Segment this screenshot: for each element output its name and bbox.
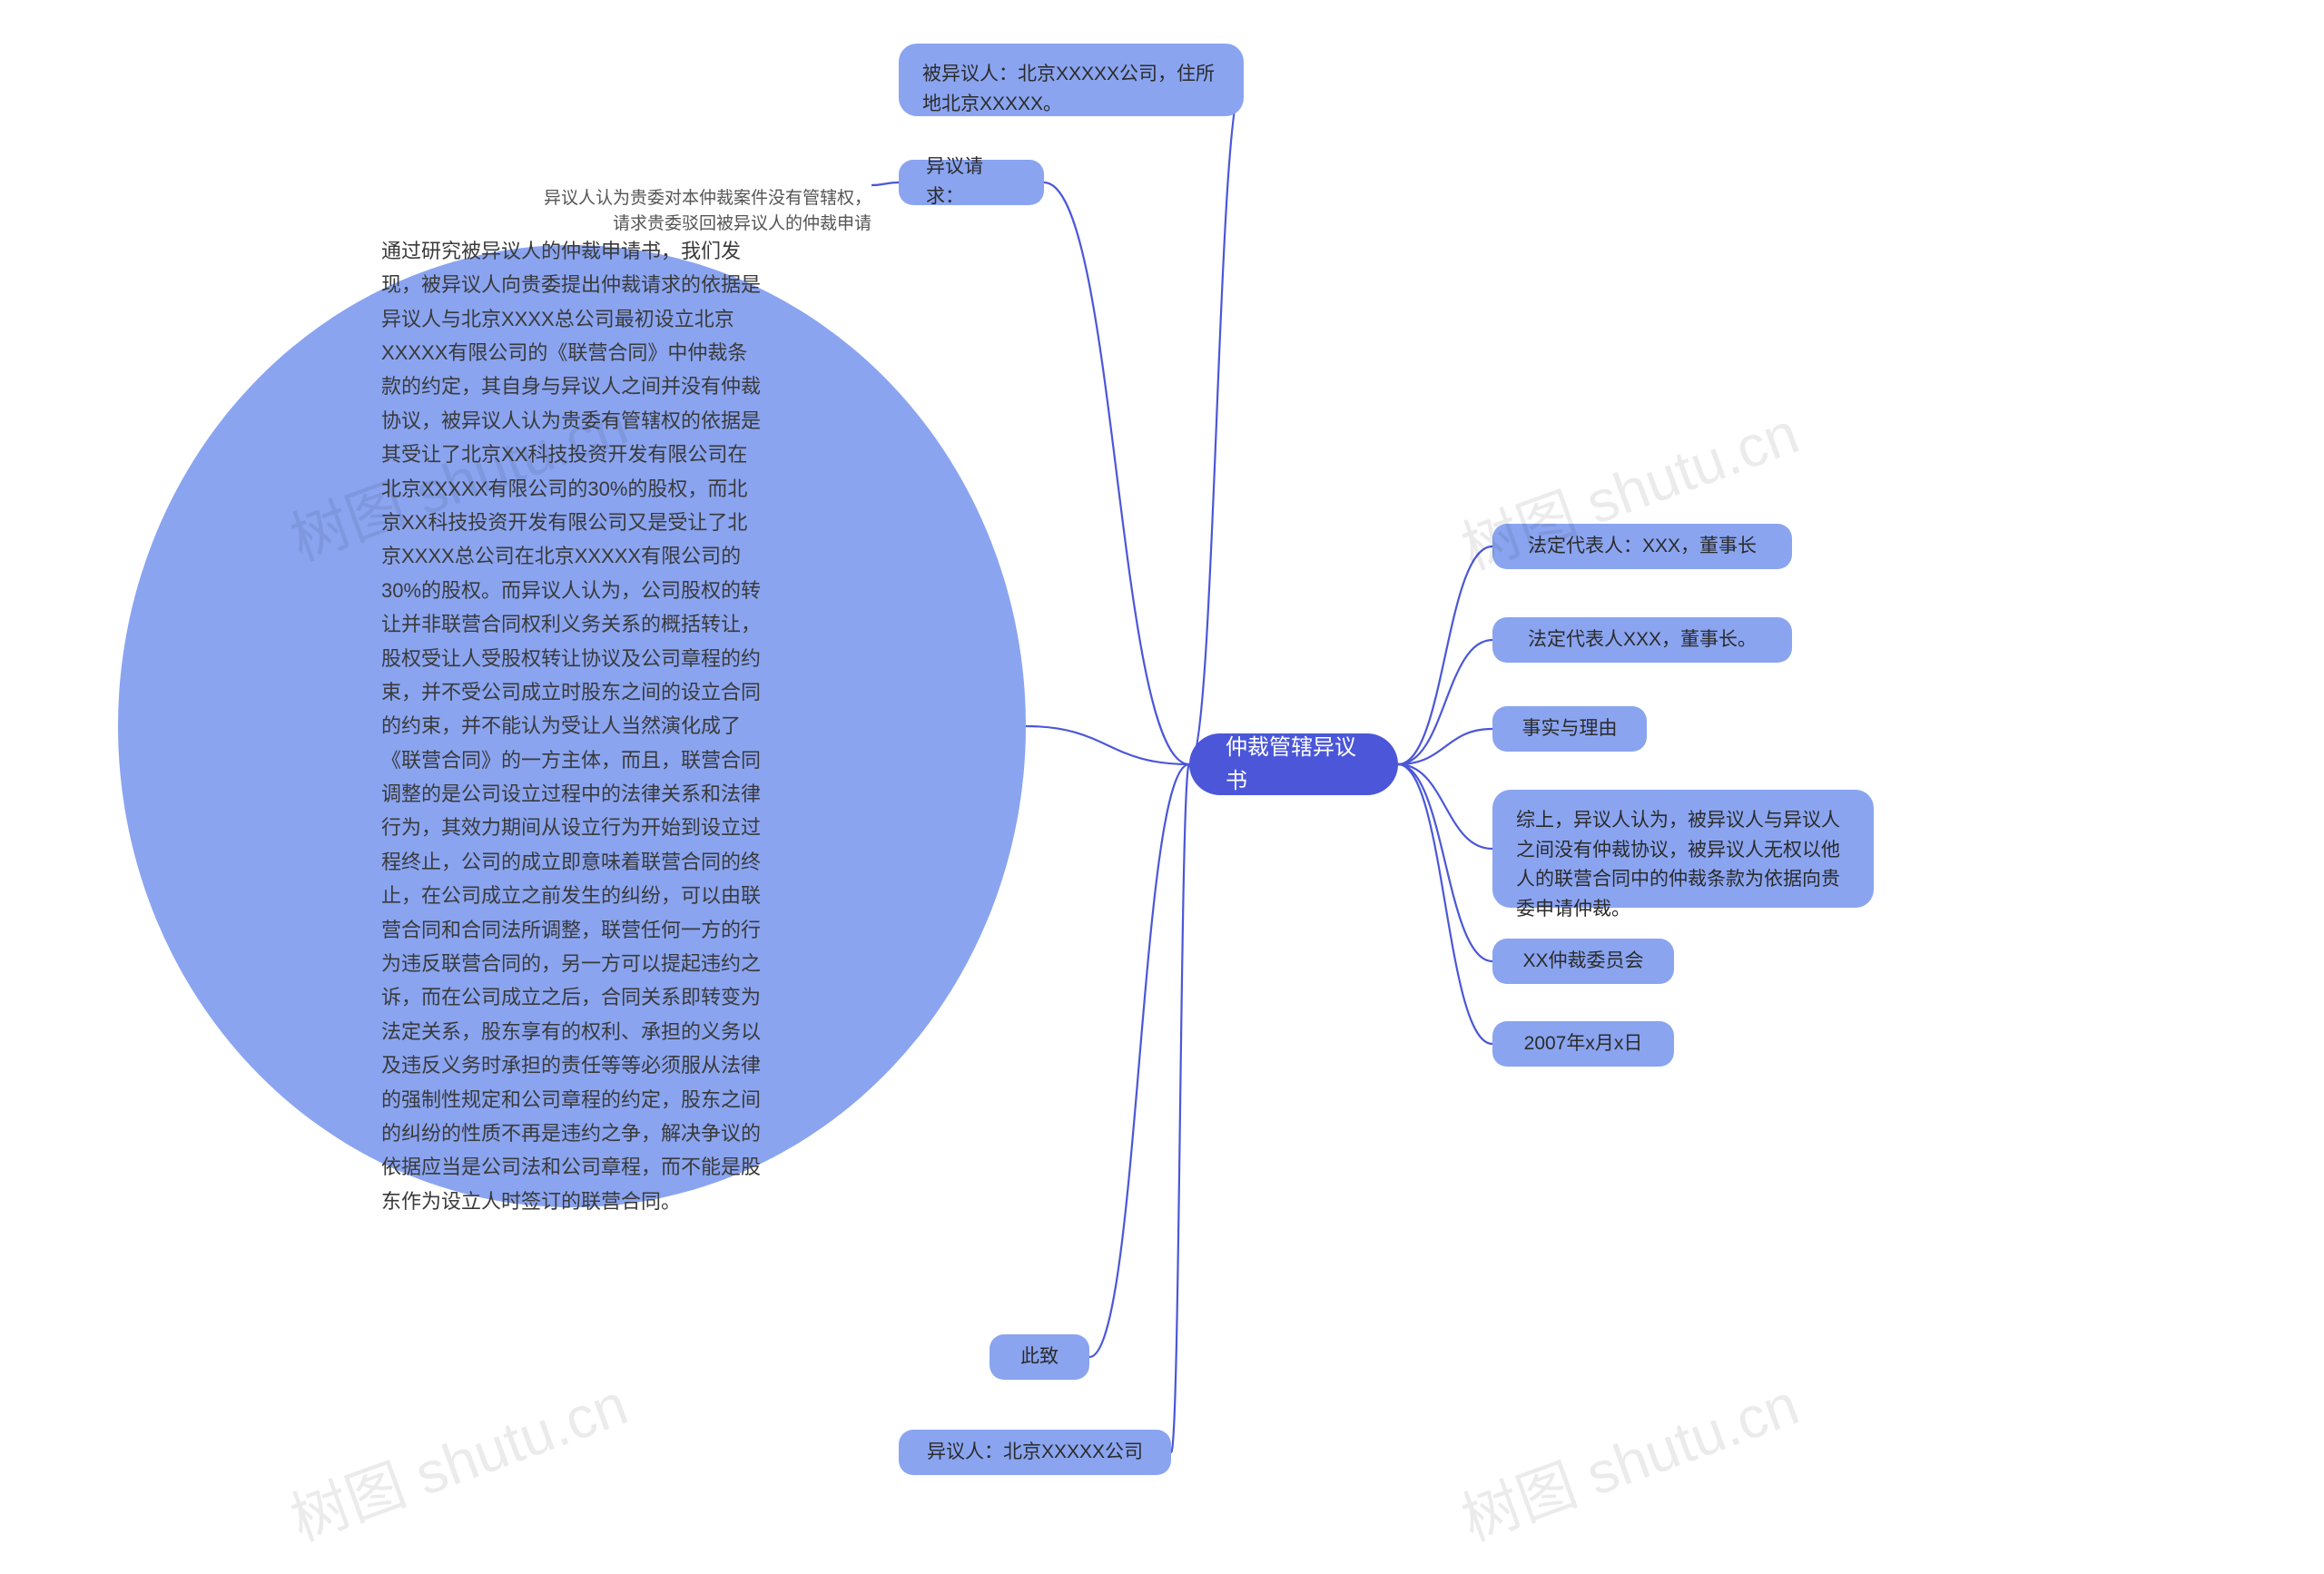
node-label: 事实与理由 — [1522, 714, 1618, 744]
watermark: 树图 shutu.cn — [278, 1358, 637, 1557]
node-legal-rep-2[interactable]: 法定代表人XXX，董事长。 — [1492, 617, 1792, 663]
root-node[interactable]: 仲裁管辖异议书 — [1189, 733, 1398, 795]
node-label: 2007年x月x日 — [1524, 1029, 1643, 1059]
mindmap-canvas: 仲裁管辖异议书 法定代表人：XXX，董事长 法定代表人XXX，董事长。 事实与理… — [0, 0, 2324, 1574]
node-objection-request[interactable]: 异议请求： — [899, 160, 1044, 205]
node-respondent[interactable]: 被异议人：北京XXXXX公司，住所地北京XXXXX。 — [899, 44, 1244, 116]
node-label: 法定代表人XXX，董事长。 — [1528, 625, 1757, 655]
root-label: 仲裁管辖异议书 — [1226, 731, 1362, 798]
node-label: 被异议人：北京XXXXX公司，住所地北京XXXXX。 — [922, 60, 1220, 119]
node-facts-reasons[interactable]: 事实与理由 — [1492, 706, 1647, 752]
node-closing[interactable]: 此致 — [990, 1334, 1089, 1380]
node-label: XX仲裁委员会 — [1522, 947, 1643, 977]
node-objector[interactable]: 异议人：北京XXXXX公司 — [899, 1430, 1171, 1475]
node-label: 异议人：北京XXXXX公司 — [927, 1438, 1143, 1468]
node-label: 异议请求： — [926, 152, 1017, 212]
node-label: 此致 — [1020, 1343, 1059, 1372]
node-arbitration-committee[interactable]: XX仲裁委员会 — [1492, 939, 1674, 984]
node-label: 通过研究被异议人的仲裁申请书，我们发现，被异议人向贵委提出仲裁请求的依据是异议人… — [381, 234, 763, 1218]
node-main-body[interactable]: 通过研究被异议人的仲裁申请书，我们发现，被异议人向贵委提出仲裁请求的依据是异议人… — [118, 245, 1026, 1207]
node-date[interactable]: 2007年x月x日 — [1492, 1021, 1674, 1067]
leaf-objection-detail: 异议人认为贵委对本仲裁案件没有管辖权，请求贵委驳回被异议人的仲裁申请 — [508, 160, 872, 263]
leaf-label: 异议人认为贵委对本仲裁案件没有管辖权，请求贵委驳回被异议人的仲裁申请 — [544, 189, 872, 234]
node-label: 综上，异议人认为，被异议人与异议人之间没有仲裁协议，被异议人无权以他人的联营合同… — [1516, 806, 1850, 924]
watermark: 树图 shutu.cn — [1449, 1358, 1808, 1557]
node-conclusion[interactable]: 综上，异议人认为，被异议人与异议人之间没有仲裁协议，被异议人无权以他人的联营合同… — [1492, 790, 1874, 908]
